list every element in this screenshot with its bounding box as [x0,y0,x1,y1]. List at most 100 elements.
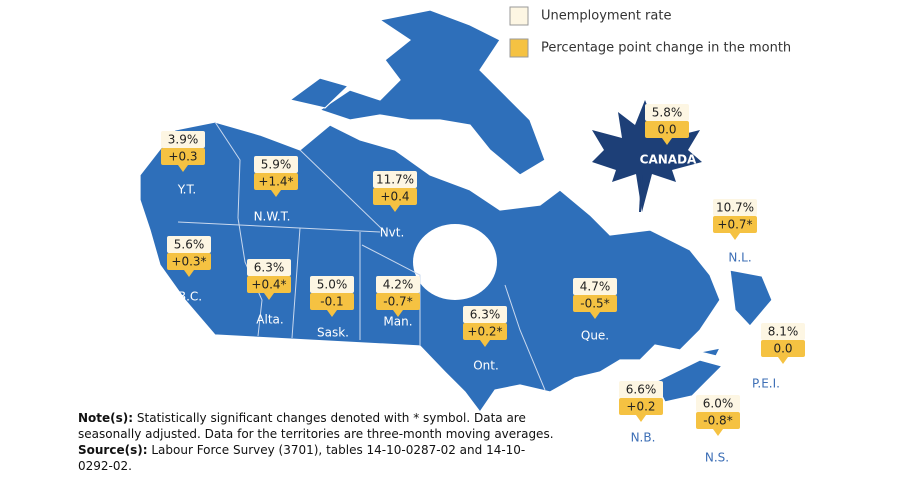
region-name: Que. [581,329,609,343]
rate: 6.6% [626,383,657,397]
change-box [167,253,211,270]
badge-pointer [590,312,600,319]
rate-box [645,104,689,121]
change-box [254,173,298,190]
border [291,227,301,339]
badge-pointer [636,415,646,422]
change: +0.4* [251,278,286,292]
region-name: Sask. [317,326,349,340]
rate-box [696,395,740,412]
change: -0.1 [320,295,343,309]
change: +1.4* [258,175,293,189]
change-box [373,188,417,205]
source-text: Labour Force Survey (3701), tables 14-10… [78,443,526,473]
change: +0.2* [467,325,502,339]
change-box [463,323,507,340]
rate: 8.1% [768,325,799,339]
change-box [619,398,663,415]
border [504,284,546,391]
border [214,121,241,219]
rate: 4.7% [580,280,611,294]
rate-box [161,131,205,148]
change-box [761,340,805,357]
region-name: Alta. [256,313,283,327]
badge-pointer [730,233,740,240]
rate-box [619,381,663,398]
legend-swatch [509,38,529,58]
source-label: Source(s): [78,443,148,457]
badge-pointer [390,205,400,212]
change-box [310,293,354,310]
badge-pointer [778,357,788,364]
border [177,221,381,233]
change: +0.7* [717,218,752,232]
rate-box [254,156,298,173]
legend-label: Percentage point change in the month [541,41,791,56]
rate: 5.8% [652,106,683,120]
region-name: N.S. [705,451,729,465]
rate: 5.9% [261,158,292,172]
region-name: P.E.I. [752,377,780,391]
rate: 10.7% [716,201,754,215]
rate: 6.3% [470,308,501,322]
rate-box [376,276,420,293]
change: 0.0 [657,123,676,137]
change: +0.3 [168,150,197,164]
rate: 5.0% [317,278,348,292]
rate-box [713,199,757,216]
canada-map [139,9,773,414]
source: Source(s): Labour Force Survey (3701), t… [78,442,558,474]
region-name: Y.T. [177,183,196,197]
legend-label: Unemployment rate [541,9,671,24]
badge-pointer [264,293,274,300]
maple-leaf [592,100,702,212]
region-name: Ont. [473,359,499,373]
change-box [573,295,617,312]
badge-pointer [178,165,188,172]
change-box [713,216,757,233]
change: -0.7* [383,295,412,309]
change-box [645,121,689,138]
note-label: Note(s): [78,411,134,425]
rate: 5.6% [174,238,205,252]
arctic-island [288,77,350,109]
change: -0.5* [580,297,609,311]
borders [177,121,546,391]
change: +0.4 [380,190,409,204]
rate: 3.9% [168,133,199,147]
note-text: Statistically significant changes denote… [78,411,554,441]
rate-box [167,236,211,253]
leaf-stem [639,174,643,213]
badge-pointer [327,310,337,317]
border [299,149,386,233]
pei [699,347,722,357]
change: +0.3* [171,255,206,269]
note: Note(s): Statistically significant chang… [78,410,558,442]
change-box [696,412,740,429]
region-name: Man. [383,315,412,329]
badge-pointer [662,138,672,145]
rate-box [463,306,507,323]
rate-box [573,278,617,295]
newfoundland [729,269,773,327]
rate: 6.3% [254,261,285,275]
change: 0.0 [773,342,792,356]
rate-box [373,171,417,188]
hudson-bay [413,224,497,300]
change-box [376,293,420,310]
change: +0.2 [626,400,655,414]
rate: 4.2% [383,278,414,292]
arctic-islands [318,9,546,176]
region-name: N.B. [631,431,656,445]
badge-pointer [480,340,490,347]
rate-box [310,276,354,293]
rate-box [761,323,805,340]
rate-box [247,259,291,276]
border [361,244,421,346]
rate: 6.0% [703,397,734,411]
notes: Note(s): Statistically significant chang… [78,410,558,474]
badge-pointer [713,429,723,436]
change-box [247,276,291,293]
